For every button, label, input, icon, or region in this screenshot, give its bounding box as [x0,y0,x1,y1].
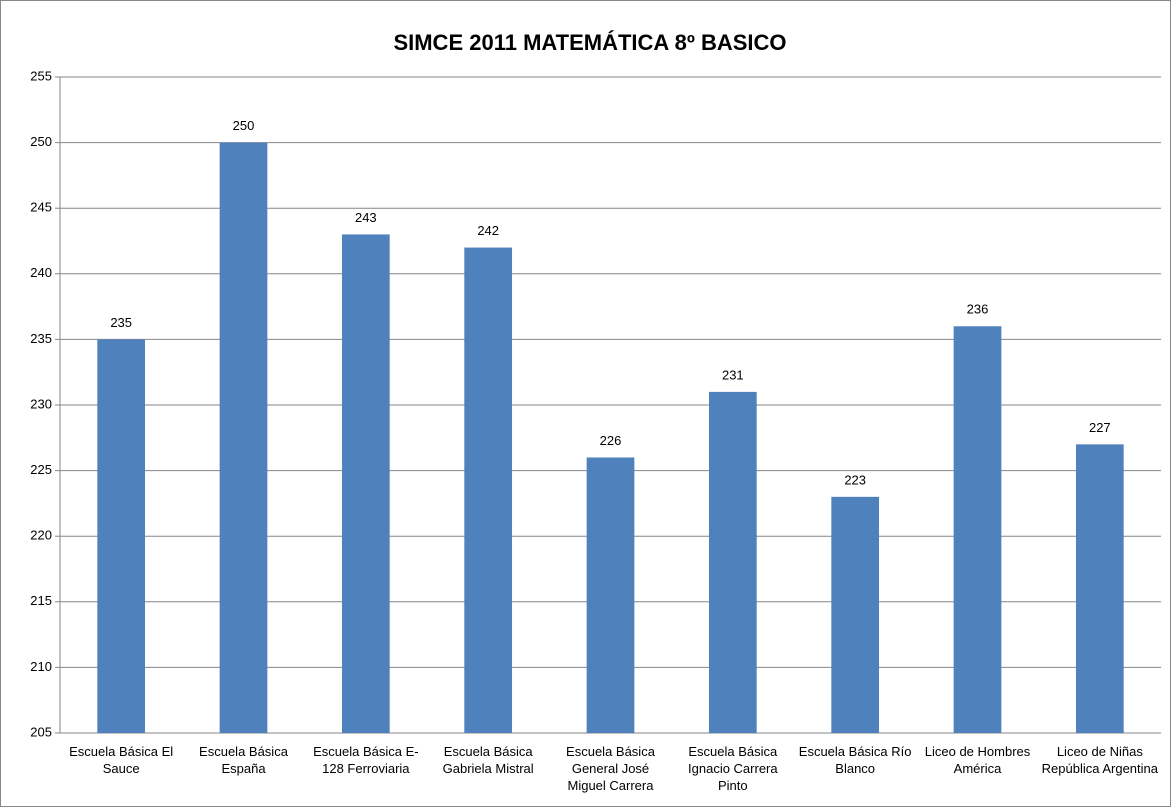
bar [464,247,513,733]
bar [1075,444,1124,733]
x-tick-label: Escuela Básica España [199,744,288,776]
x-tick-label: Escuela Básica E-128 Ferroviaria [313,744,419,776]
x-tick-label: Escuela Básica El Sauce [69,744,174,776]
bar [831,496,880,733]
x-tick-label: Liceo de Niñas República Argentina [1041,744,1158,776]
x-tick-label: Liceo de Hombres América [924,744,1031,776]
y-tick-label: 220 [30,528,52,543]
data-label: 242 [477,223,499,238]
x-tick-label: Escuela Básica Ignacio Carrera Pinto [688,744,778,793]
data-label: 227 [1089,420,1111,435]
y-tick-label: 230 [30,396,52,411]
bar [97,339,146,733]
y-tick-label: 250 [30,134,52,149]
data-label: 223 [844,472,866,487]
y-tick-label: 215 [30,593,52,608]
y-tick-label: 205 [30,724,52,739]
y-tick-label: 245 [30,200,52,215]
bar [953,326,1002,733]
y-tick-label: 255 [30,68,52,83]
bar [586,457,635,733]
x-tick-label: Escuela Básica General José Miguel Carre… [566,744,655,793]
data-label: 236 [967,302,989,317]
y-tick-label: 235 [30,331,52,346]
data-label: 243 [355,210,377,225]
data-label: 231 [722,367,744,382]
y-tick-label: 240 [30,265,52,280]
bar [219,142,268,734]
x-tick-label: Escuela Básica Gabriela Mistral [442,744,534,776]
data-label: 226 [600,433,622,448]
data-label: 250 [233,118,255,133]
chart-title: SIMCE 2011 MATEMÁTICA 8º BASICO [393,30,786,55]
bar [708,391,757,733]
y-tick-label: 225 [30,462,52,477]
y-tick-label: 210 [30,659,52,674]
data-label: 235 [110,315,132,330]
x-tick-label: Escuela Básica Río Blanco [798,744,912,776]
bar [341,234,390,733]
